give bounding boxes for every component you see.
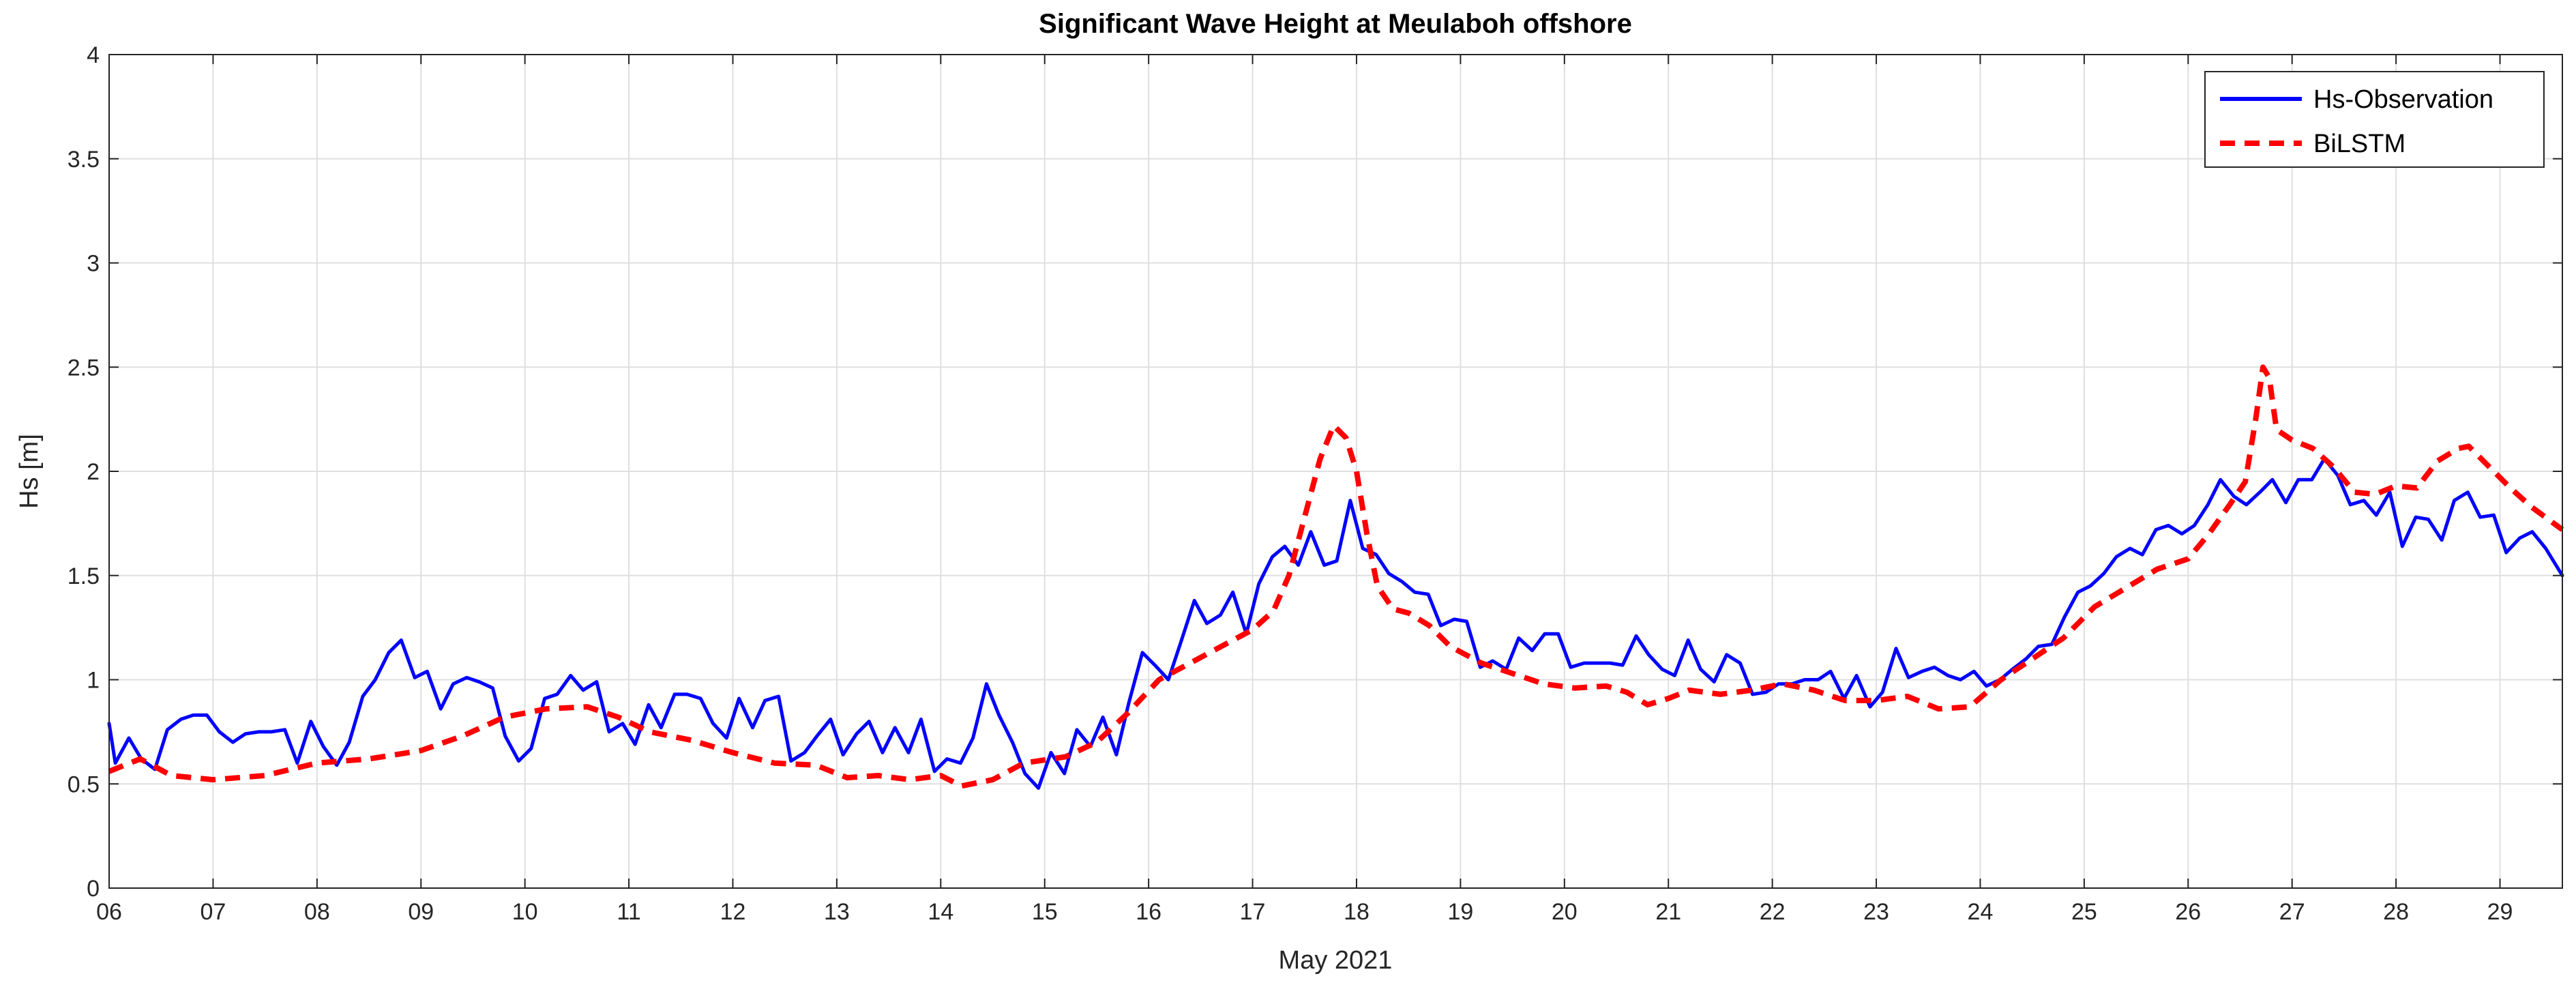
x-tick-label: 26 (2175, 899, 2201, 925)
data-series (107, 364, 2564, 790)
y-tick-label: 3 (87, 251, 100, 277)
x-tick-label: 07 (201, 899, 226, 925)
x-tick-label: 21 (1655, 899, 1681, 925)
grid-lines (109, 55, 2562, 888)
x-tick-label: 08 (304, 899, 330, 925)
y-axis-label: Hs [m] (15, 434, 44, 509)
y-tick-label: 2 (87, 459, 100, 485)
y-tick-label: 3.5 (68, 147, 100, 173)
x-tick-label: 29 (2487, 899, 2513, 925)
x-tick-label: 27 (2279, 899, 2305, 925)
y-tick-label: 4 (87, 42, 100, 68)
x-tick-label: 17 (1240, 899, 1266, 925)
y-tick-label: 0 (87, 876, 100, 902)
x-tick-label: 06 (96, 899, 122, 925)
series-line-observation (107, 457, 2564, 790)
legend-box (2204, 71, 2545, 168)
x-tick-label: 20 (1552, 899, 1578, 925)
x-axis-label: May 2021 (1279, 946, 1393, 975)
y-tick-label: 1 (87, 668, 100, 694)
x-tick-label: 15 (1032, 899, 1058, 925)
legend-label-bilstm: BiLSTM (2313, 130, 2405, 158)
y-tick-label: 1.5 (68, 563, 100, 589)
y-tick-label: 0.5 (68, 771, 100, 797)
x-tick-label: 11 (617, 899, 640, 925)
x-tick-label: 13 (824, 899, 850, 925)
series-line-bilstm (108, 364, 2564, 789)
x-tick-label: 14 (928, 899, 953, 925)
x-tick-label: 10 (512, 899, 538, 925)
x-tick-label: 25 (2071, 899, 2097, 925)
legend: Hs-Observation BiLSTM (2204, 71, 2545, 168)
x-tick-label: 24 (1968, 899, 1994, 925)
x-tick-label: 23 (1863, 899, 1889, 925)
chart-title: Significant Wave Height at Meulaboh offs… (1039, 9, 1632, 39)
x-tick-label: 12 (720, 899, 746, 925)
axis-ticks: 06 07 08 09 10 11 12 13 14 15 16 17 18 19 20 21 22 23 24 25… (68, 42, 2562, 925)
x-tick-label: 18 (1344, 899, 1370, 925)
x-tick-label: 28 (2383, 899, 2409, 925)
x-tick-label: 16 (1136, 899, 1161, 925)
x-tick-label: 09 (408, 899, 434, 925)
legend-label-observation: Hs-Observation (2313, 85, 2493, 114)
x-tick-label: 22 (1760, 899, 1786, 925)
y-tick-label: 2.5 (68, 355, 100, 381)
x-tick-label: 19 (1447, 899, 1473, 925)
